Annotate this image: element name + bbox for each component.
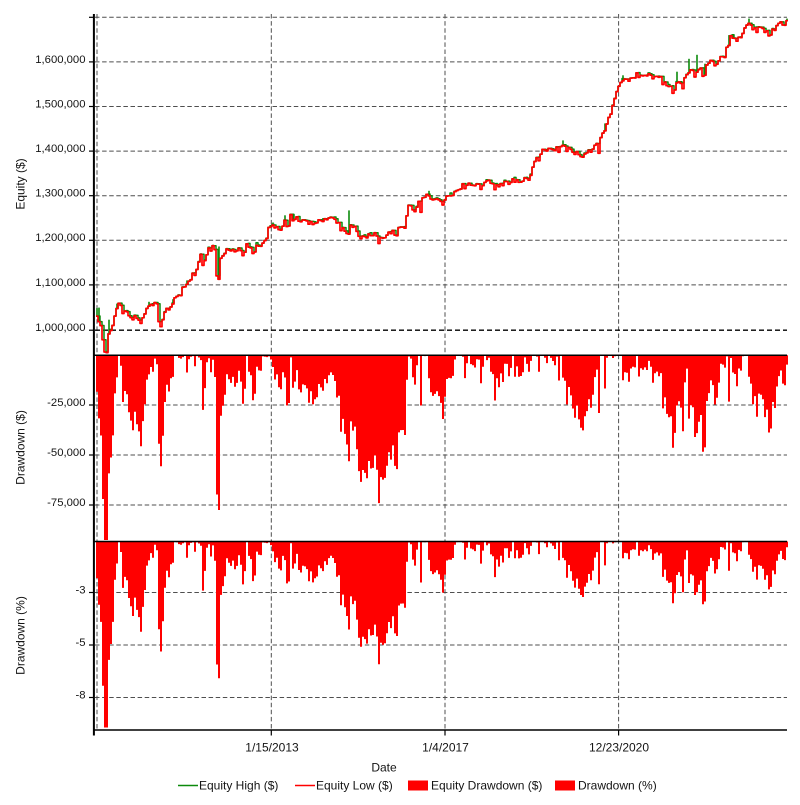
- svg-text:1,100,000: 1,100,000: [35, 277, 85, 289]
- svg-text:-25,000: -25,000: [47, 397, 85, 409]
- svg-text:-3: -3: [75, 584, 85, 596]
- svg-text:1/4/2017: 1/4/2017: [422, 741, 469, 755]
- svg-text:Equity Low ($): Equity Low ($): [316, 779, 393, 793]
- svg-text:1,000,000: 1,000,000: [35, 322, 85, 334]
- svg-text:-75,000: -75,000: [47, 497, 85, 509]
- svg-text:Drawdown (%): Drawdown (%): [14, 596, 28, 675]
- svg-text:1/15/2013: 1/15/2013: [245, 741, 299, 755]
- svg-text:Equity ($): Equity ($): [14, 158, 28, 209]
- svg-text:Date: Date: [371, 760, 397, 774]
- svg-text:1,300,000: 1,300,000: [35, 188, 85, 200]
- svg-text:-8: -8: [75, 689, 85, 701]
- svg-text:-50,000: -50,000: [47, 447, 85, 459]
- svg-text:12/23/2020: 12/23/2020: [589, 741, 649, 755]
- svg-text:1,200,000: 1,200,000: [35, 232, 85, 244]
- svg-text:1,600,000: 1,600,000: [35, 54, 85, 66]
- svg-text:Equity Drawdown ($): Equity Drawdown ($): [431, 779, 542, 793]
- svg-text:-5: -5: [75, 637, 85, 649]
- svg-text:1,400,000: 1,400,000: [35, 143, 85, 155]
- svg-text:1,500,000: 1,500,000: [35, 98, 85, 110]
- svg-text:Drawdown (%): Drawdown (%): [578, 779, 657, 793]
- svg-text:Drawdown ($): Drawdown ($): [14, 410, 28, 485]
- svg-text:Equity High ($): Equity High ($): [199, 779, 278, 793]
